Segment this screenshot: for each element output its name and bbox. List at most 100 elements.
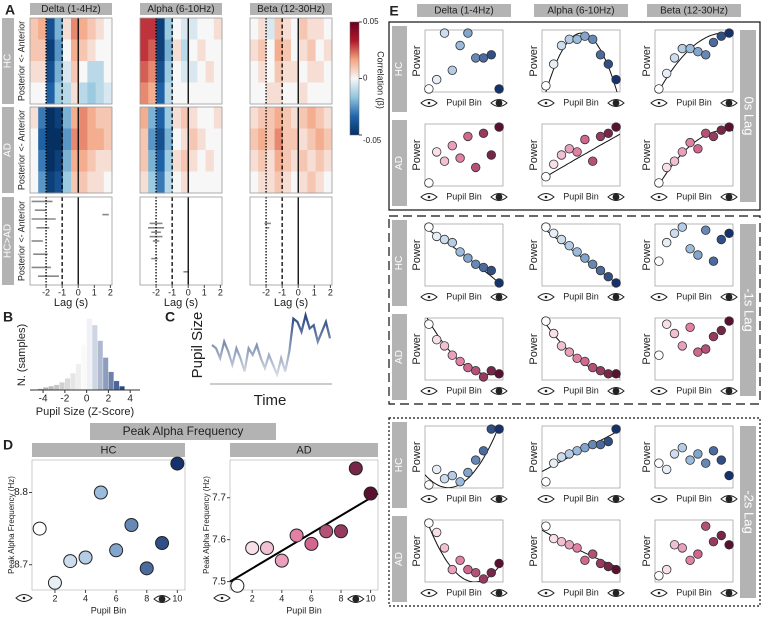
heat-cell [250,61,259,83]
iris [725,387,733,395]
heat-cell [315,82,325,105]
heat-cell [71,150,80,172]
heat-cell [30,82,39,105]
eye-icon [420,193,438,201]
lag-label: 0s Lag [742,96,757,135]
heat-cell [62,107,72,129]
heat-cell [156,61,165,83]
data-point [595,558,606,569]
band-header [250,3,332,15]
heat-cell [205,82,215,105]
heat-cell [30,18,39,40]
band-header [417,4,511,17]
data-point [669,53,680,63]
group-label: HC [394,458,405,472]
y-axis-label: Peak Alpha Frequency (Hz) [7,476,16,574]
heat-cell [291,39,300,62]
data-point [432,74,442,85]
heat-cell [30,39,39,62]
data-point [580,555,590,566]
iris [612,293,620,301]
data-point [319,524,334,539]
heat-cell [282,128,292,151]
data-point [471,455,481,465]
data-point [432,335,442,345]
x-axis-label: Pupil Bin [676,191,712,201]
heat-cell [62,171,72,194]
eye-icon [607,99,625,107]
x-tick-label: -2 [262,287,270,297]
heat-cell [258,18,267,40]
lag-label: -1s Lag [742,288,757,331]
data-point [541,477,551,487]
data-point [572,543,582,553]
eye-icon [213,594,231,602]
lag-header [740,224,756,396]
data-point [494,558,504,569]
heat-cell [172,39,182,62]
data-point [693,47,703,57]
data-point [611,74,621,85]
heat-cell [250,171,259,194]
y-axis-label: Posterior <- Anterior [16,21,26,101]
eye-icon [607,193,625,201]
heat-cell [172,171,182,194]
data-point [685,455,695,465]
data-point [685,322,695,333]
pupil [427,195,431,199]
band-header [534,4,628,17]
data-point [580,443,590,453]
heat-cell [87,171,96,194]
eye-icon [720,589,738,597]
eye-icon [153,595,171,603]
heatmap-frame [139,106,223,194]
pupil [657,591,661,595]
data-point [564,240,575,251]
data-point [603,369,614,379]
heat-cell [46,107,55,129]
iris [612,495,620,503]
data-point [724,228,734,239]
heat-cell [213,39,223,62]
heat-cell [164,107,174,129]
x-tick-label: 10 [172,593,182,603]
x-axis-label: Pupil Bin [563,97,599,107]
heat-cell [307,61,316,83]
heat-cell [205,61,215,83]
data-point [363,486,378,501]
eye-icon [420,387,438,395]
pupil [657,497,661,501]
data-point [716,325,727,336]
colorbar [349,21,360,136]
pupil [544,101,548,105]
heat-cell [197,150,206,172]
heat-cell [197,128,206,151]
data-point [588,439,598,450]
heat-cell [250,128,259,151]
iris [612,589,620,597]
hist-bar [53,384,60,391]
group-label: AD [394,156,405,170]
data-point [424,480,434,490]
data-point [580,134,590,145]
iris [612,193,620,201]
x-tick-label: -1 [278,287,286,297]
heat-cell [30,107,39,129]
data-point [455,247,465,257]
x-tick-label: -1 [58,287,66,297]
colorbar-tick-label: 0 [363,74,368,83]
group-header [230,443,378,457]
data-point [486,568,497,578]
x-tick-label: 0 [296,287,301,297]
y-axis-label: Power [411,139,423,171]
data-point [63,554,78,569]
data-point [478,128,489,139]
iris [725,495,733,503]
data-point [662,564,672,575]
eye-icon [537,495,555,503]
x-tick-label: 1 [312,287,317,297]
eye-icon [720,293,738,301]
heat-cell [30,61,39,83]
data-point [603,436,614,447]
